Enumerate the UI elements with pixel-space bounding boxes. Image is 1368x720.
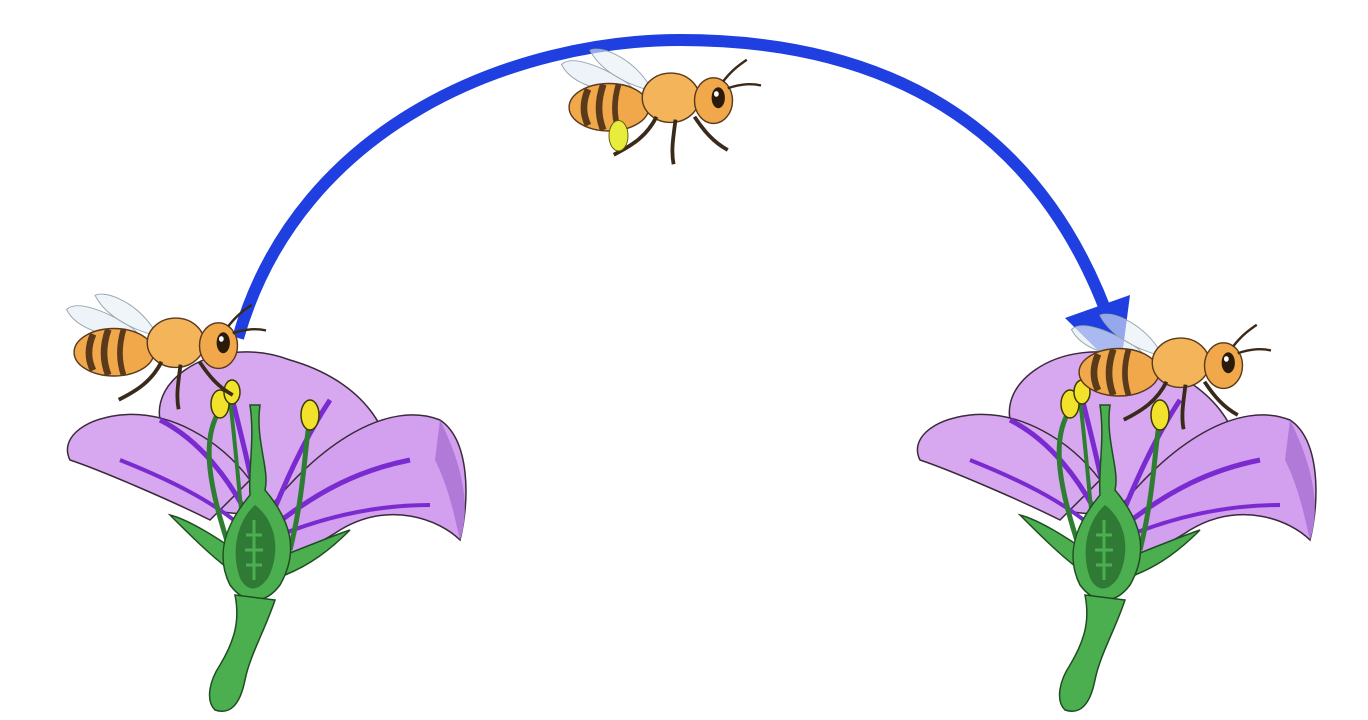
flower-icon bbox=[917, 352, 1316, 711]
flower-icon bbox=[67, 352, 466, 711]
pollen-icon bbox=[608, 120, 629, 152]
bee-icon bbox=[562, 49, 762, 164]
